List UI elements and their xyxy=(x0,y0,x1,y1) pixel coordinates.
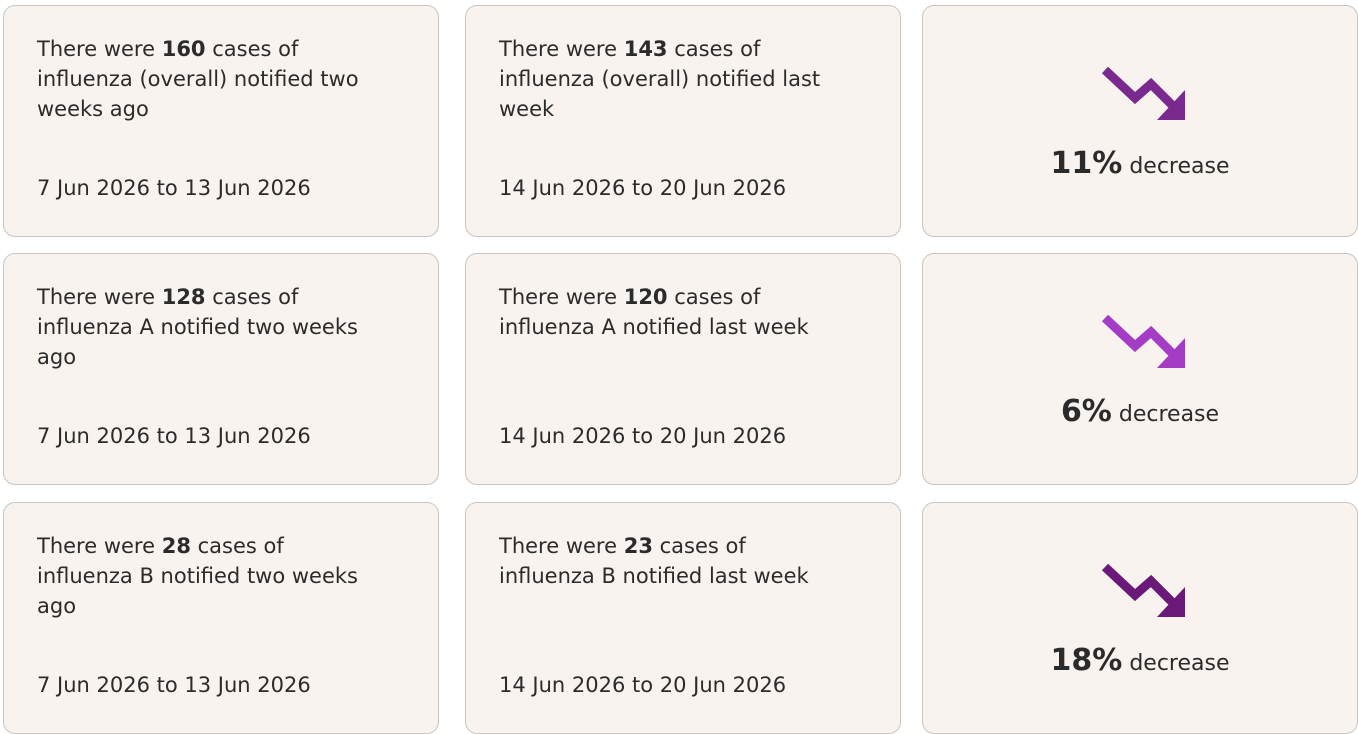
stat-card: There were 143 cases of influenza (overa… xyxy=(465,5,901,237)
sentence-rest: cases of influenza A notified two weeks … xyxy=(37,285,358,369)
stat-sentence: There were 120 cases of influenza A noti… xyxy=(499,282,839,342)
trend-line xyxy=(1101,563,1179,609)
trend-down-icon xyxy=(1101,314,1185,368)
sentence-lead: There were xyxy=(499,37,618,61)
sentence-rest: cases of influenza B notified last week xyxy=(499,534,809,588)
change-text: 18% decrease xyxy=(923,643,1357,678)
date-range: 14 Jun 2026 to 20 Jun 2026 xyxy=(499,176,787,200)
change-value: 11% xyxy=(1050,146,1123,181)
sentence-rest: cases of influenza A notified last week xyxy=(499,285,809,339)
date-range: 7 Jun 2026 to 13 Jun 2026 xyxy=(37,424,311,448)
change-text: 11% decrease xyxy=(923,146,1357,181)
case-count: 143 xyxy=(623,37,668,61)
change-card: 18% decrease xyxy=(922,502,1358,734)
stat-sentence: There were 23 cases of influenza B notif… xyxy=(499,531,839,591)
stat-card: There were 160 cases of influenza (overa… xyxy=(3,5,439,237)
sentence-lead: There were xyxy=(37,285,156,309)
change-label: decrease xyxy=(1118,402,1220,427)
sentence-lead: There were xyxy=(37,534,156,558)
case-count: 128 xyxy=(161,285,206,309)
trend-down-icon xyxy=(1101,66,1185,120)
case-count: 120 xyxy=(623,285,668,309)
sentence-rest: cases of influenza (overall) notified la… xyxy=(499,37,821,121)
stat-sentence: There were 28 cases of influenza B notif… xyxy=(37,531,377,621)
stat-sentence: There were 143 cases of influenza (overa… xyxy=(499,34,839,124)
stat-sentence: There were 128 cases of influenza A noti… xyxy=(37,282,377,372)
trend-down-icon xyxy=(1101,563,1185,617)
trend-arrowhead xyxy=(1157,90,1185,120)
date-range: 14 Jun 2026 to 20 Jun 2026 xyxy=(499,424,787,448)
trend-line xyxy=(1101,66,1179,112)
date-range: 7 Jun 2026 to 13 Jun 2026 xyxy=(37,176,311,200)
case-count: 28 xyxy=(161,534,191,558)
sentence-rest: cases of influenza B notified two weeks … xyxy=(37,534,358,618)
change-value: 6% xyxy=(1060,394,1112,429)
trend-arrowhead xyxy=(1157,587,1185,617)
change-card: 11% decrease xyxy=(922,5,1358,237)
change-label: decrease xyxy=(1129,651,1230,676)
change-text: 6% decrease xyxy=(923,394,1357,429)
date-range: 14 Jun 2026 to 20 Jun 2026 xyxy=(499,673,787,697)
stat-card: There were 28 cases of influenza B notif… xyxy=(3,502,439,734)
change-label: decrease xyxy=(1129,154,1230,179)
change-card: 6% decrease xyxy=(922,253,1358,485)
trend-arrowhead xyxy=(1157,338,1185,368)
sentence-rest: cases of influenza (overall) notified tw… xyxy=(37,37,359,121)
sentence-lead: There were xyxy=(37,37,156,61)
stat-card: There were 128 cases of influenza A noti… xyxy=(3,253,439,485)
date-range: 7 Jun 2026 to 13 Jun 2026 xyxy=(37,673,311,697)
sentence-lead: There were xyxy=(499,534,618,558)
stat-sentence: There were 160 cases of influenza (overa… xyxy=(37,34,377,124)
sentence-lead: There were xyxy=(499,285,618,309)
stat-card: There were 23 cases of influenza B notif… xyxy=(465,502,901,734)
change-value: 18% xyxy=(1050,643,1123,678)
case-count: 23 xyxy=(623,534,653,558)
trend-line xyxy=(1101,314,1179,360)
stat-card: There were 120 cases of influenza A noti… xyxy=(465,253,901,485)
case-count: 160 xyxy=(161,37,206,61)
